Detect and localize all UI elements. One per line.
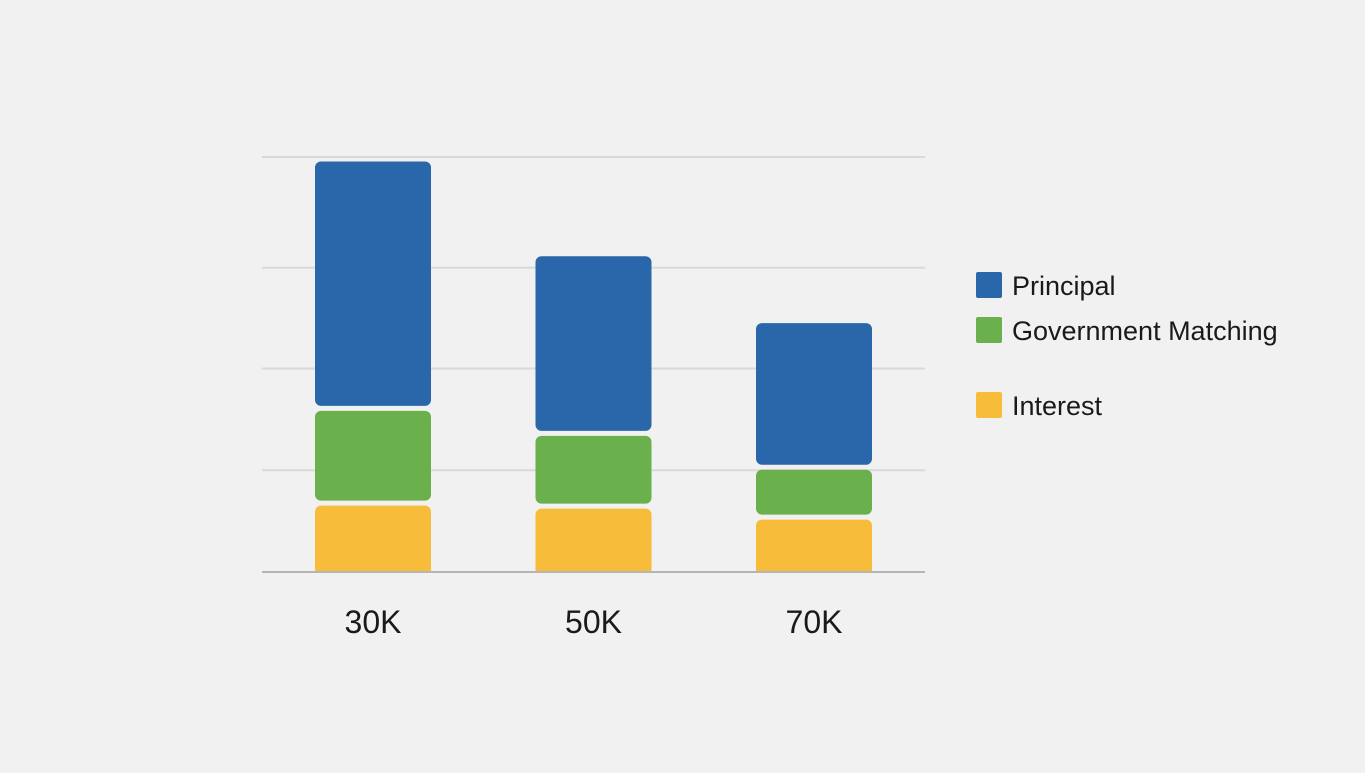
legend-label-government-matching: Government Matching bbox=[1012, 316, 1278, 346]
bar-70k-government-matching bbox=[756, 469, 872, 515]
legend: Principal Government Matching Interest bbox=[976, 271, 1278, 421]
x-tick-label-70k: 70K bbox=[786, 604, 843, 640]
bars-layer bbox=[315, 161, 872, 571]
legend-label-interest: Interest bbox=[1012, 391, 1103, 421]
x-tick-label-50k: 50K bbox=[565, 604, 622, 640]
bar-50k-interest-base bbox=[535, 563, 652, 571]
bar-50k-principal bbox=[535, 256, 652, 431]
bar-70k-interest-base bbox=[756, 563, 872, 571]
bar-70k-interest bbox=[756, 519, 872, 571]
bar-30k-principal bbox=[315, 161, 431, 406]
legend-swatch-interest bbox=[976, 392, 1002, 418]
legend-swatch-principal bbox=[976, 272, 1002, 298]
bar-50k-government-matching bbox=[535, 435, 652, 504]
bar-50k-interest bbox=[535, 508, 652, 571]
legend-swatch-government-matching bbox=[976, 317, 1002, 343]
bar-70k-principal bbox=[756, 323, 872, 465]
x-axis: 30K 50K 70K bbox=[262, 571, 925, 640]
x-tick-label-30k: 30K bbox=[345, 604, 402, 640]
bar-30k-government-matching bbox=[315, 410, 431, 501]
legend-label-principal: Principal bbox=[1012, 271, 1116, 301]
bar-30k-interest bbox=[315, 505, 431, 571]
bar-30k-interest-base bbox=[315, 563, 431, 571]
